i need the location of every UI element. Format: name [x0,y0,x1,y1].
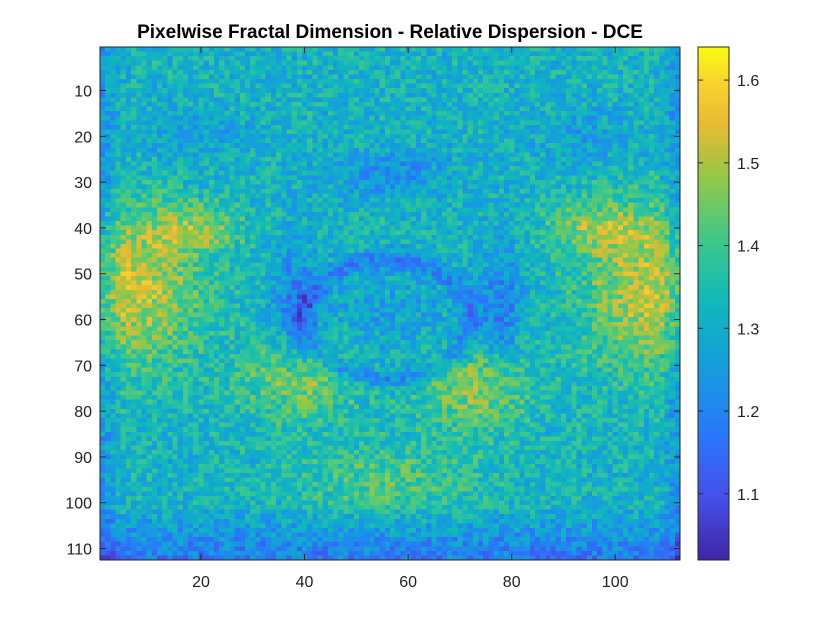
y-tick-label: 80 [74,404,92,421]
y-tick-label: 70 [74,358,92,375]
colorbar-tick-label: 1.3 [737,321,759,338]
y-tick-label: 100 [65,496,92,513]
colorbar-tick-label: 1.1 [737,487,759,504]
x-tick-label: 80 [503,574,521,591]
colorbar-tick-label: 1.6 [737,73,759,90]
heatmap-raster [100,47,680,560]
chart-title: Pixelwise Fractal Dimension - Relative D… [137,22,643,43]
colorbar-tick-label: 1.5 [737,156,759,173]
colorbar-tick-label: 1.4 [737,239,759,256]
x-tick-label: 20 [192,574,210,591]
y-tick-label: 60 [74,313,92,330]
y-tick-label: 10 [74,84,92,101]
y-tick-label: 50 [74,267,92,284]
y-tick-label: 20 [74,129,92,146]
colorbar-ticks: 1.1 1.2 1.3 1.4 1.5 1.6 [698,73,759,504]
colorbar-tick-label: 1.2 [737,404,759,421]
x-tick-label: 40 [296,574,314,591]
colorbar-border [697,46,730,561]
y-tick-label: 110 [66,542,92,559]
y-tick-label: 40 [74,221,92,238]
colorbar-gradient [698,47,729,560]
x-tick-label: 60 [399,574,417,591]
y-axis: 10 20 30 40 50 60 70 80 90 100 110 [65,84,680,559]
x-axis: 20 40 60 80 100 [192,47,629,591]
y-tick-label: 90 [74,450,92,467]
x-tick-label: 100 [602,574,629,591]
y-tick-label: 30 [74,175,92,192]
heatmap-image [100,47,680,560]
colorbar: 1.1 1.2 1.3 1.4 1.5 1.6 [697,46,759,561]
plot-area-border [99,46,681,561]
